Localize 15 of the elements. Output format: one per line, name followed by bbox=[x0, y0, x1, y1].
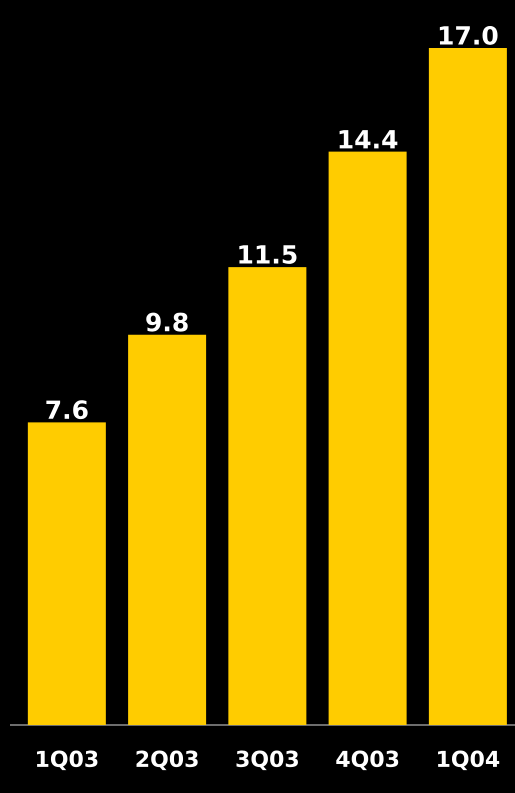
bar bbox=[228, 267, 306, 725]
data-label: 7.6 bbox=[46, 400, 88, 420]
bar bbox=[428, 48, 507, 725]
data-label: 14.4 bbox=[340, 130, 398, 148]
bar bbox=[28, 422, 106, 725]
x-tick-label: 4Q03 bbox=[336, 750, 398, 770]
data-label: 9.8 bbox=[146, 312, 188, 332]
bar bbox=[128, 334, 206, 725]
x-tick-label: 1Q04 bbox=[438, 750, 500, 770]
data-label: 11.5 bbox=[239, 245, 296, 264]
x-tick-label: 3Q03 bbox=[236, 750, 298, 770]
x-tick-label: 1Q03 bbox=[37, 750, 98, 770]
bar bbox=[328, 152, 407, 725]
x-tick-label: 2Q03 bbox=[136, 750, 198, 770]
data-label: 17.0 bbox=[440, 26, 498, 45]
